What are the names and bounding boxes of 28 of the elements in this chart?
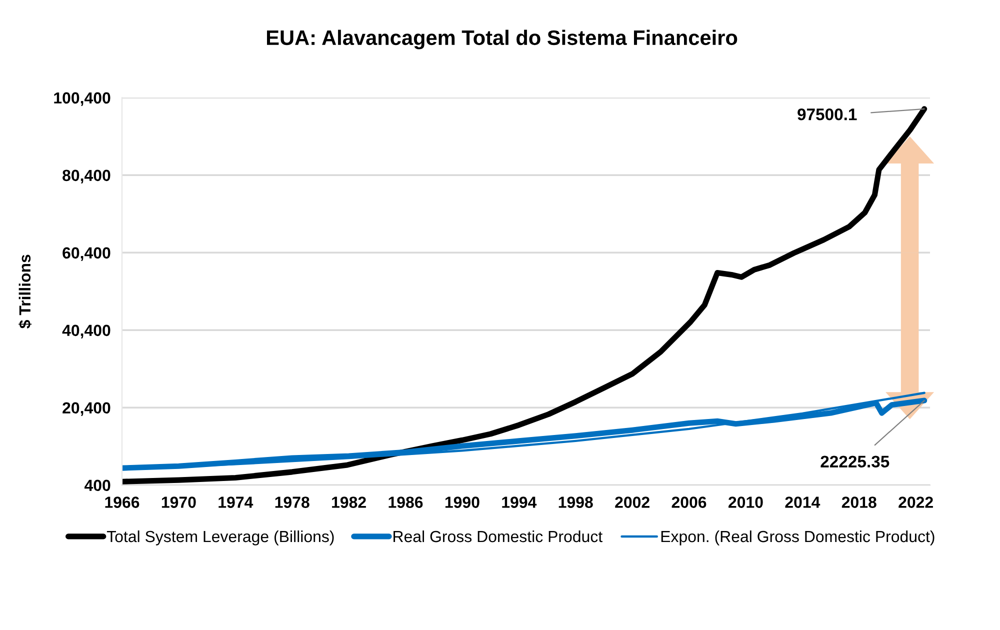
- x-tick-label: 2006: [672, 496, 706, 508]
- x-tick-label: 1970: [162, 496, 196, 508]
- annotation: 22225.35: [820, 456, 890, 468]
- y-tick-label: 80,400: [62, 170, 110, 184]
- x-tick-label: 2002: [615, 496, 650, 508]
- x-tick-label: 1982: [332, 496, 366, 508]
- y-axis-title: $ Trillions: [18, 254, 32, 328]
- y-tick-label: 20,400: [62, 402, 110, 416]
- legend-label: Real Gross Domestic Product: [394, 530, 602, 542]
- x-tick-label: 2014: [785, 496, 820, 508]
- legend-label: Expon. (Real Gross Domestic Product): [661, 530, 934, 546]
- y-tick-label: 100,400: [54, 92, 110, 106]
- x-tick-label: 2022: [898, 496, 933, 508]
- annotation: 97500.1: [798, 108, 857, 120]
- x-tick-label: 1978: [275, 496, 310, 508]
- chart-title: EUA: Alavancagem Total do Sistema Financeiro: [266, 30, 738, 50]
- y-tick-label: 60,400: [62, 247, 110, 261]
- x-tick-label: 1994: [502, 496, 537, 508]
- x-tick-label: 1998: [558, 496, 593, 508]
- x-tick-label: 1990: [445, 496, 480, 508]
- x-tick-label: 1974: [218, 496, 254, 508]
- x-tick-label: 1966: [105, 496, 140, 508]
- y-tick-label: 40,400: [62, 324, 110, 338]
- x-tick-label: 2018: [842, 496, 876, 508]
- legend-label: Total System Leverage (Billions): [106, 530, 334, 546]
- x-tick-label: 1986: [388, 496, 423, 508]
- y-tick-label: 400: [84, 480, 110, 492]
- x-tick-label: 2010: [728, 496, 763, 508]
